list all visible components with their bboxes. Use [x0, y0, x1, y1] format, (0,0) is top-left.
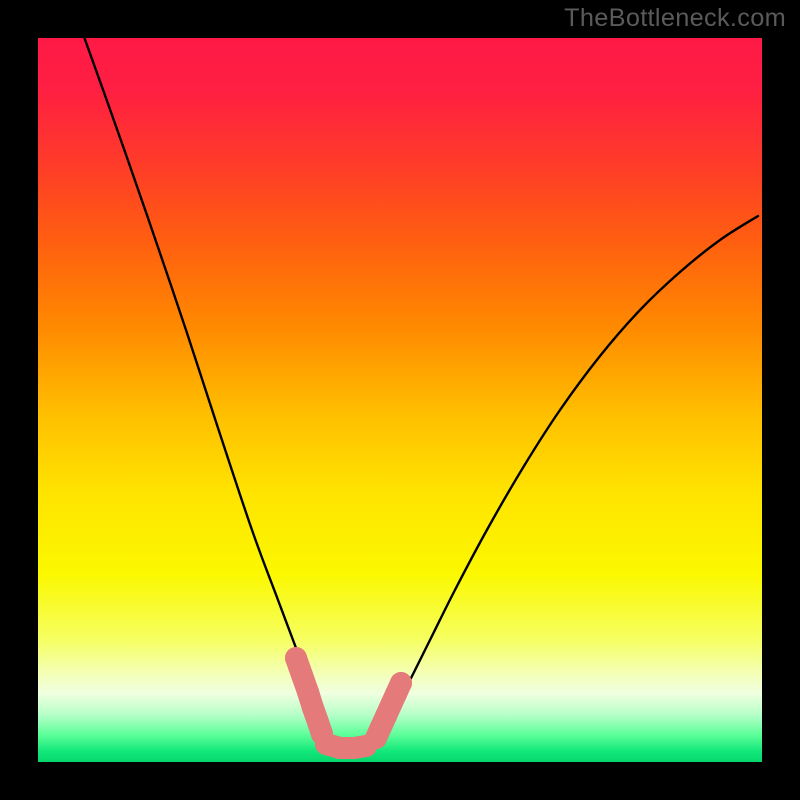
- marker-right-5: [390, 672, 412, 694]
- chart-frame: TheBottleneck.com: [0, 0, 800, 800]
- chart-svg: [0, 0, 800, 800]
- watermark-text: TheBottleneck.com: [564, 4, 786, 33]
- gradient-background: [38, 38, 762, 762]
